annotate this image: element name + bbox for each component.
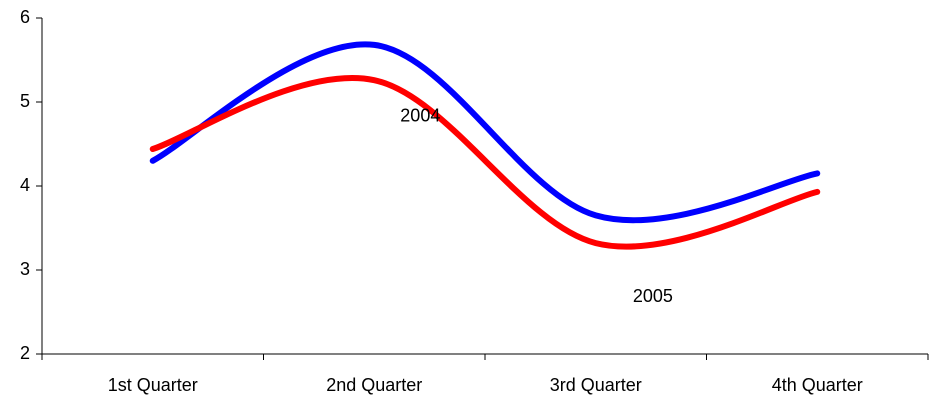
y-tick-label: 3 [20,259,30,279]
x-tick-label: 2nd Quarter [326,375,422,395]
series-label: 2004 [400,106,440,126]
y-tick-label: 2 [20,343,30,363]
y-tick-label: 5 [20,91,30,111]
x-tick-label: 3rd Quarter [550,375,642,395]
x-tick-label: 4th Quarter [772,375,863,395]
y-tick-label: 4 [20,175,30,195]
x-tick-label: 1st Quarter [108,375,198,395]
series-line [149,75,821,250]
series-line [149,41,821,224]
y-tick-label: 6 [20,7,30,27]
series-label: 2005 [633,286,673,306]
